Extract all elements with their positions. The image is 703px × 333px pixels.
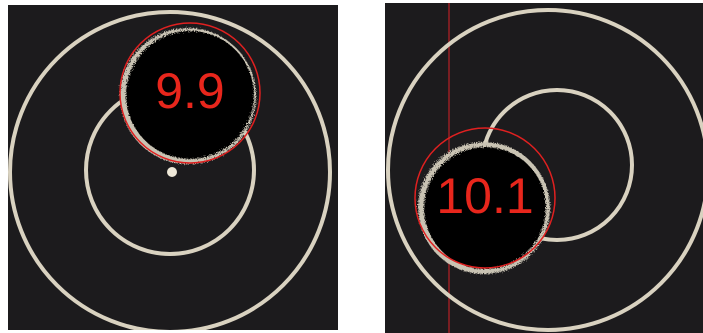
target-left: 9.9 (8, 5, 338, 332)
score: 10.1 (436, 168, 533, 224)
score: 9.9 (155, 63, 225, 119)
targets: 9.9 10.1 (0, 0, 703, 333)
target-right: 10.1 (385, 3, 703, 333)
page: 9.9 10.1 (() => { const data = JSON.pars… (0, 0, 703, 333)
